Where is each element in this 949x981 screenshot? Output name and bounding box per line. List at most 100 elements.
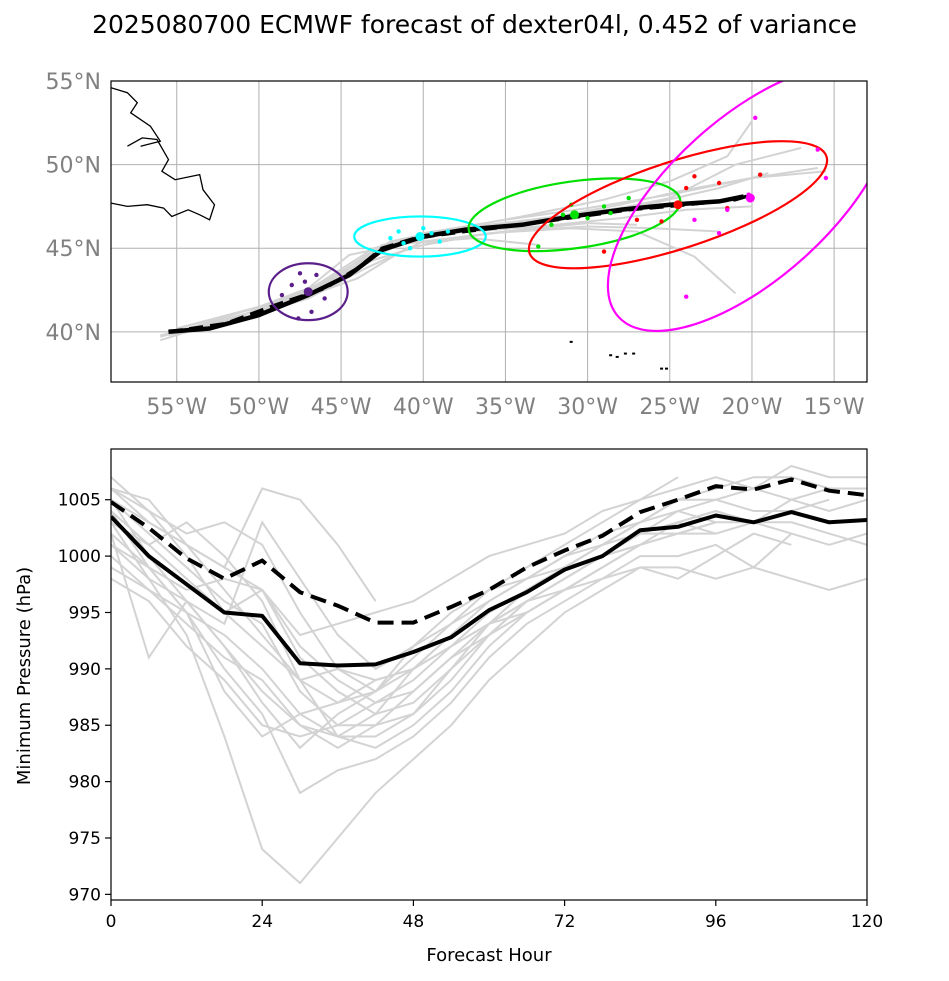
ensemble-pressure-line <box>111 498 867 738</box>
ensemble-pressure-line <box>111 543 867 716</box>
mean-track <box>168 194 745 335</box>
uncertainty-ellipse <box>606 81 867 333</box>
ensemble-position-point <box>634 217 640 222</box>
map-frame <box>110 80 868 383</box>
ensemble-position-point <box>659 219 664 224</box>
lon-tick-label: 25°W <box>639 395 700 420</box>
island <box>623 352 627 355</box>
ensemble-position-point <box>684 185 689 191</box>
ensemble-pressure-line <box>111 498 641 704</box>
ensemble-position-point <box>716 230 722 236</box>
ensemble-position-point <box>601 204 607 209</box>
lon-tick-label: 20°W <box>722 395 783 420</box>
ensemble-pressure-line <box>111 521 793 885</box>
x-tick-label: 96 <box>705 912 727 932</box>
ensemble-position-point <box>309 309 314 314</box>
ensemble-position-point <box>396 229 401 234</box>
y-tick-label: 990 <box>69 660 101 680</box>
ensemble-position-point <box>692 217 697 222</box>
control-track <box>168 193 753 334</box>
lat-tick-label: 45°N <box>46 237 101 262</box>
ensemble-position-point <box>421 225 426 231</box>
ensemble-position-point <box>302 279 308 284</box>
ensemble-position-point <box>684 294 689 299</box>
chart-title: 2025080700 ECMWF forecast of dexter04l, … <box>92 10 857 39</box>
ensemble-position-point <box>289 282 294 288</box>
lon-tick-label: 45°W <box>311 395 372 420</box>
ellipse-center-point <box>303 287 313 297</box>
pressure-frame <box>110 448 868 901</box>
ellipse-center-point <box>673 200 683 210</box>
uncertainty-ellipse <box>267 262 349 322</box>
y-tick-label: 995 <box>69 603 101 623</box>
ensemble-pressure-line <box>111 521 717 749</box>
ensemble-position-point <box>608 210 613 216</box>
ensemble-position-point <box>815 147 820 152</box>
x-axis-label: Forecast Hour <box>426 945 552 966</box>
map-content <box>111 81 867 370</box>
ensemble-position-point <box>692 174 697 179</box>
lat-tick-label: 40°N <box>46 321 101 346</box>
x-tick-label: 24 <box>251 912 273 932</box>
y-axis-label: Minimum Pressure (hPa) <box>14 567 35 785</box>
ensemble-position-point <box>823 175 829 181</box>
y-tick-label: 985 <box>69 716 101 736</box>
ensemble-pressure-line <box>111 509 717 750</box>
island <box>615 355 619 358</box>
ensemble-position-point <box>536 244 541 249</box>
map-tick-labels: 55°W 50°W 45°W 40°W 35°W 30°W 25°W 20°W 15°W 40°N… <box>46 70 865 420</box>
map-gridlines <box>111 80 867 382</box>
y-tick-label: 970 <box>69 885 101 905</box>
control-pressure-line <box>111 477 867 625</box>
island <box>632 352 636 355</box>
ensemble-position-point <box>549 222 554 228</box>
ensemble-position-point <box>716 180 722 186</box>
ellipse-center-point <box>745 193 755 203</box>
ensemble-pressure-line <box>111 510 867 704</box>
y-tick-label: 975 <box>69 829 101 849</box>
lon-tick-label: 30°W <box>557 395 618 420</box>
ensemble-position-point <box>279 292 285 298</box>
y-tick-label: 1000 <box>58 547 101 567</box>
ensemble-position-point <box>437 239 442 244</box>
mean-pressure-line <box>111 510 867 668</box>
y-tick-label: 980 <box>69 773 101 793</box>
ensemble-position-point <box>725 207 730 212</box>
ensemble-position-point <box>445 229 451 234</box>
island <box>569 340 573 343</box>
ensemble-position-point <box>560 212 566 217</box>
ensemble-pressure-line <box>111 510 792 795</box>
lat-tick-label: 50°N <box>46 154 101 179</box>
ensemble-position-point <box>753 115 758 120</box>
ensemble-position-point <box>297 271 303 276</box>
ensemble-track <box>176 120 753 330</box>
ensemble-position-point <box>429 230 434 236</box>
ensemble-pressure-line <box>111 521 754 738</box>
ensemble-position-point <box>388 235 393 241</box>
coastline <box>111 137 216 221</box>
pressure-ticks: 0 24 48 72 96 120 970 975 980 985 990 995 1000 1005 <box>58 491 883 932</box>
x-tick-label: 0 <box>106 912 117 932</box>
island <box>609 354 613 357</box>
ensemble-position-point <box>401 241 406 246</box>
ensemble-position-point <box>626 195 631 201</box>
ellipse-center-point <box>569 210 579 220</box>
island <box>664 367 668 370</box>
x-tick-label: 72 <box>554 912 576 932</box>
pressure-content <box>111 464 867 885</box>
ensemble-position-point <box>601 249 607 254</box>
lon-tick-label: 40°W <box>393 395 454 420</box>
uncertainty-ellipse <box>353 215 487 258</box>
island <box>660 367 664 370</box>
ensemble-position-point <box>757 172 763 177</box>
ensemble-position-point <box>322 296 327 301</box>
lon-tick-label: 15°W <box>804 395 865 420</box>
x-tick-label: 120 <box>851 912 883 932</box>
lon-tick-label: 35°W <box>475 395 536 420</box>
uncertainty-ellipse <box>467 177 682 253</box>
ellipse-center-point <box>415 232 425 242</box>
y-tick-label: 1005 <box>58 491 101 511</box>
lat-tick-label: 55°N <box>46 70 101 95</box>
uncertainty-ellipse <box>527 140 829 270</box>
